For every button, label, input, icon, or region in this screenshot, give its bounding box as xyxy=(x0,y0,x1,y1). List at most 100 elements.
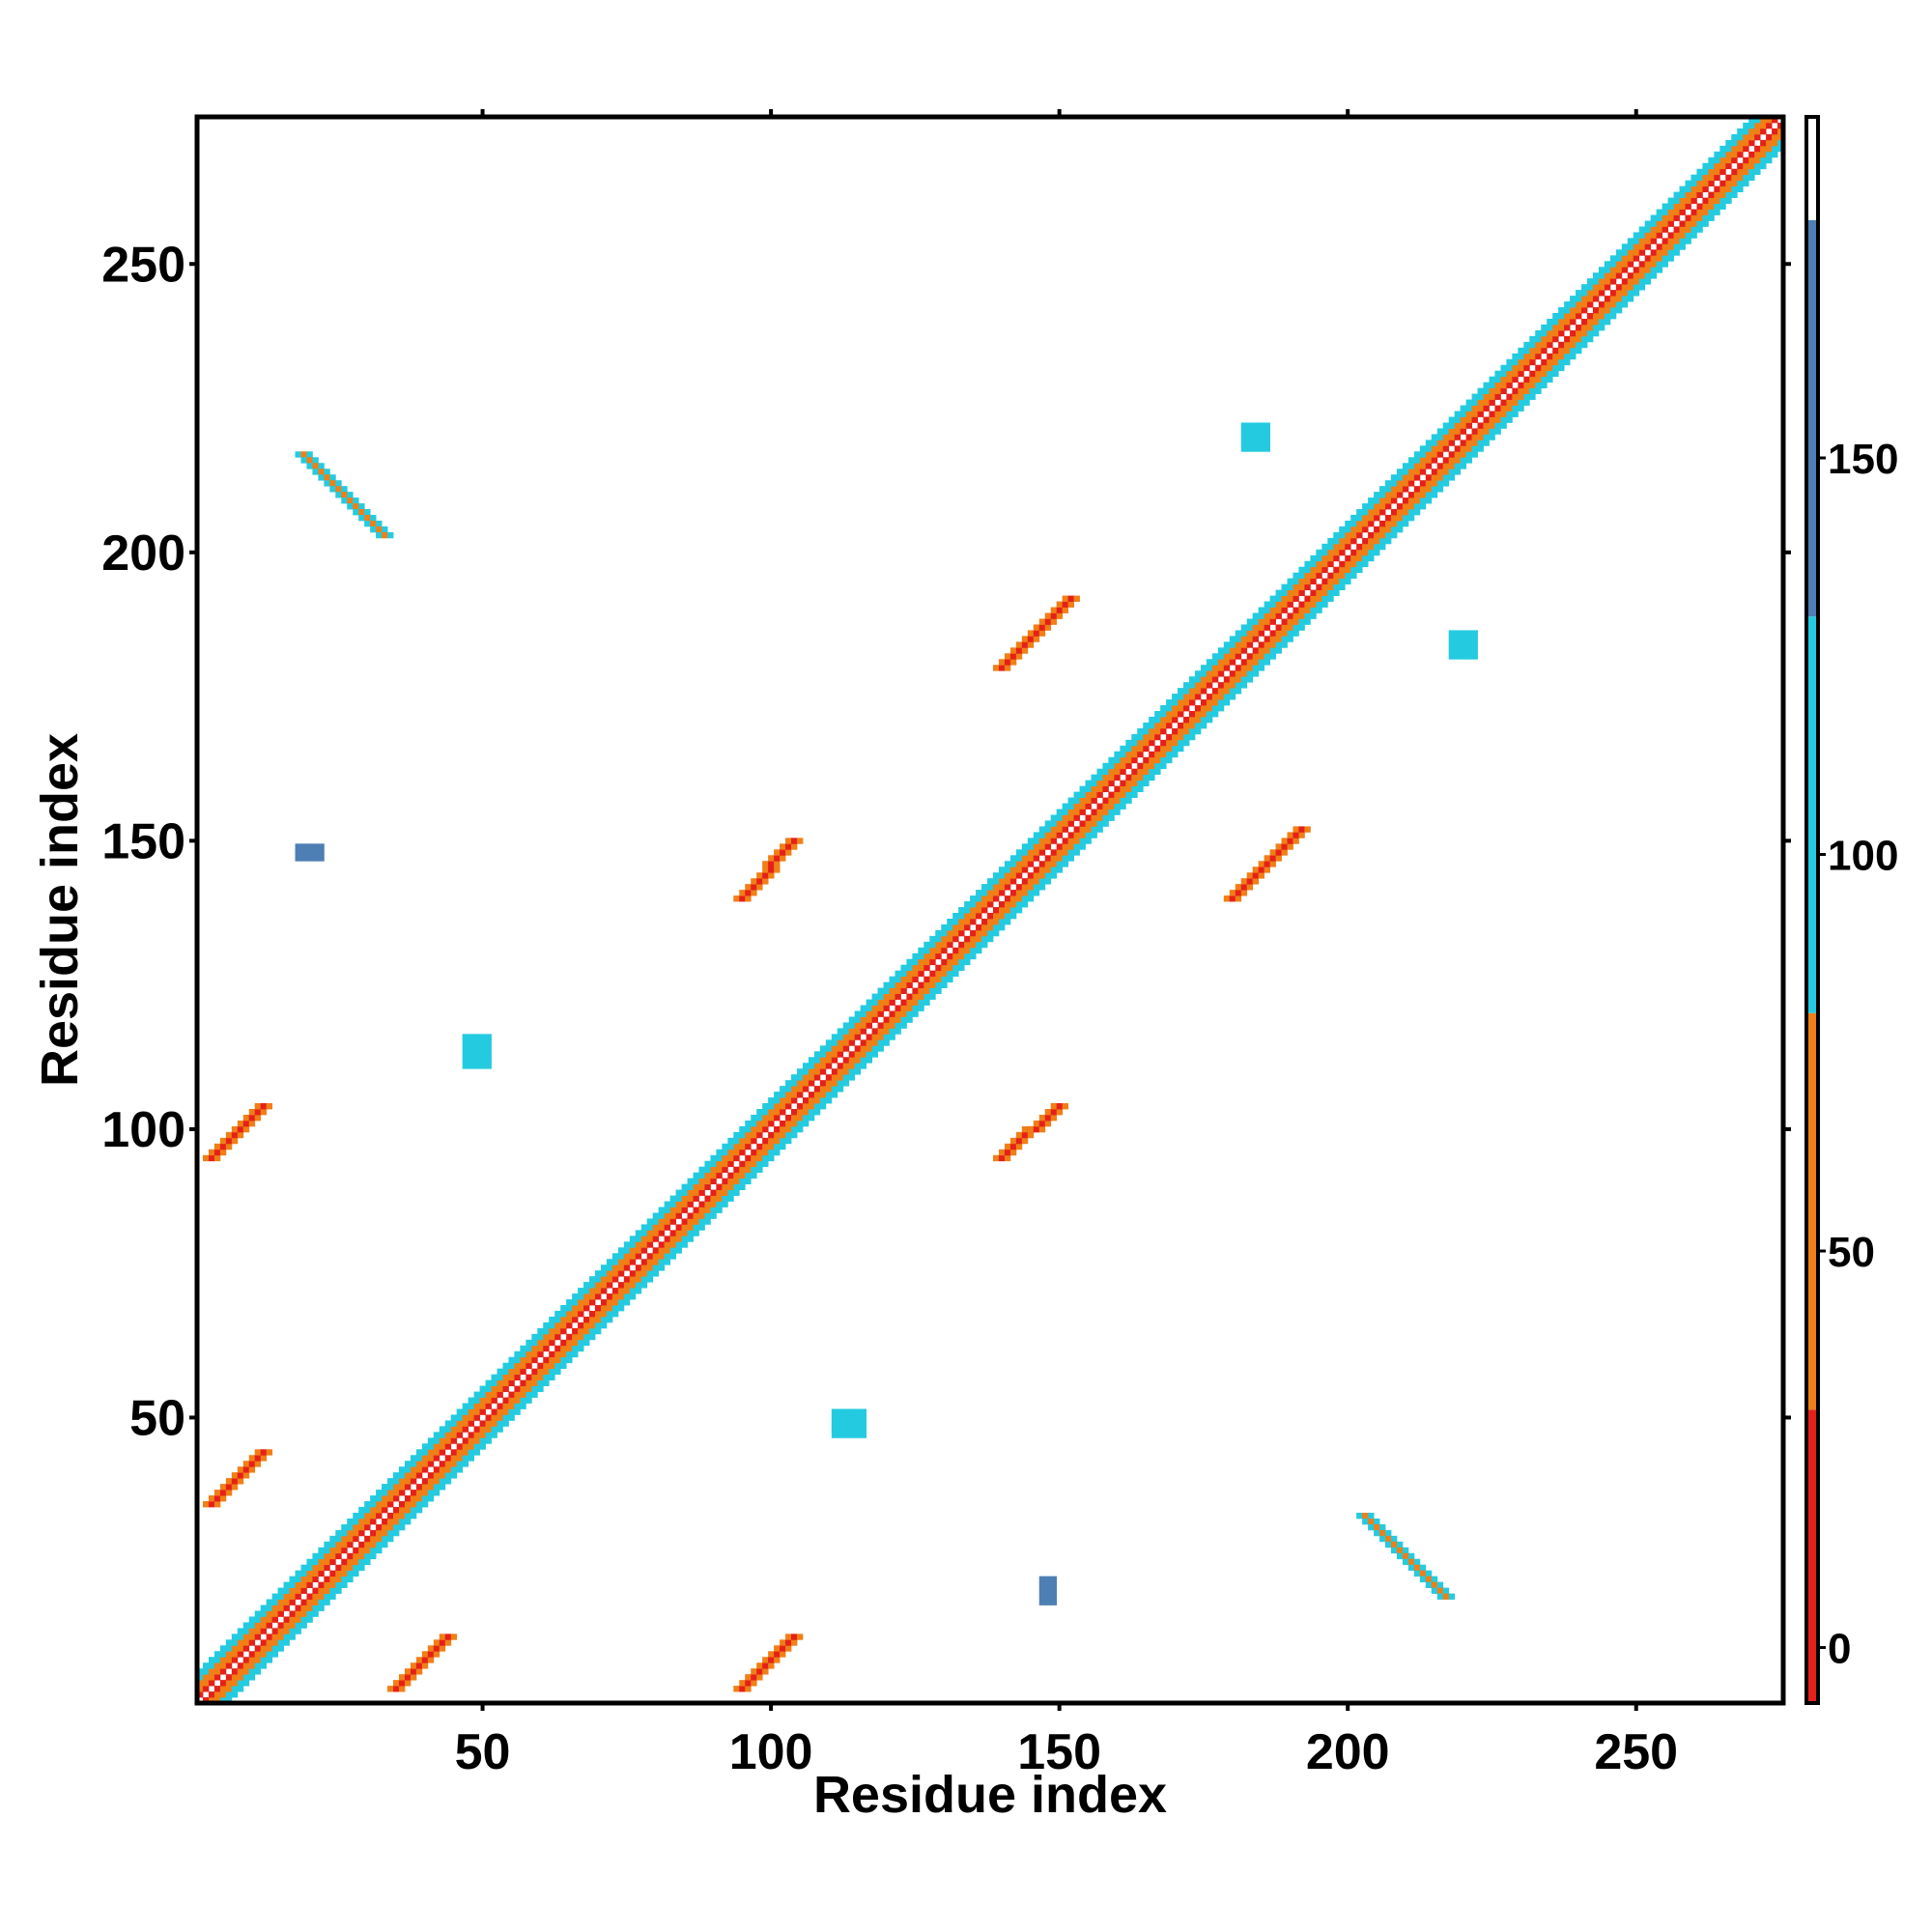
diagonal-cell xyxy=(611,1310,619,1318)
diagonal-cell xyxy=(473,1443,480,1450)
diagonal-cell xyxy=(842,1045,850,1052)
diagonal-cell xyxy=(1235,670,1242,677)
diagonal-cell xyxy=(1108,809,1115,815)
diagonal-cell xyxy=(1667,214,1674,221)
diagonal-cell xyxy=(860,1063,867,1069)
colorbar-band xyxy=(1806,117,1818,220)
contact-cell xyxy=(353,509,359,516)
diagonal-cell xyxy=(1604,284,1611,291)
diagonal-cell xyxy=(543,1374,550,1381)
contact-cell xyxy=(1044,1587,1052,1594)
diagonal-cell xyxy=(1621,278,1629,285)
contact-cell xyxy=(768,861,775,867)
diagonal-cell xyxy=(1638,238,1646,244)
diagonal-cell xyxy=(1385,531,1392,539)
diagonal-cell xyxy=(1229,670,1236,677)
diagonal-cell xyxy=(1638,284,1646,291)
diagonal-cell xyxy=(1108,762,1115,770)
contact-cell xyxy=(1067,601,1074,608)
diagonal-cell xyxy=(722,1166,728,1174)
diagonal-cell xyxy=(462,1414,469,1421)
diagonal-cell xyxy=(1667,238,1674,244)
diagonal-cell xyxy=(300,1587,307,1594)
diagonal-cell xyxy=(1460,428,1466,435)
contact-cell xyxy=(774,855,781,862)
diagonal-cell xyxy=(1407,509,1415,516)
contact-cell xyxy=(1402,1547,1409,1554)
diagonal-cell xyxy=(1685,185,1691,193)
diagonal-cell xyxy=(664,1218,671,1225)
diagonal-cell xyxy=(1091,797,1097,804)
diagonal-cell xyxy=(992,929,1000,937)
diagonal-cell xyxy=(410,1501,417,1508)
diagonal-cell xyxy=(242,1680,250,1687)
diagonal-cell xyxy=(473,1403,480,1409)
diagonal-cell xyxy=(600,1299,608,1306)
diagonal-cell xyxy=(1512,393,1519,400)
diagonal-cell xyxy=(1460,463,1466,469)
diagonal-cell xyxy=(271,1616,278,1623)
diagonal-cell xyxy=(479,1437,486,1444)
diagonal-cell xyxy=(1189,733,1196,741)
diagonal-cell xyxy=(266,1639,273,1646)
diagonal-cell xyxy=(1500,405,1507,412)
diagonal-cell xyxy=(802,1068,810,1075)
diagonal-cell xyxy=(520,1368,526,1376)
diagonal-cell xyxy=(871,1045,878,1052)
contact-cell xyxy=(1246,440,1254,446)
diagonal-cell xyxy=(935,941,942,949)
diagonal-cell xyxy=(669,1207,676,1213)
diagonal-cell xyxy=(1558,358,1565,366)
diagonal-cell xyxy=(681,1218,688,1225)
contact-cell xyxy=(393,1680,400,1687)
diagonal-cell xyxy=(681,1189,688,1196)
contact-cell xyxy=(762,872,769,879)
diagonal-cell xyxy=(1564,335,1571,343)
diagonal-cell xyxy=(341,1558,348,1566)
contact-cell xyxy=(473,1063,480,1069)
diagonal-cell xyxy=(439,1461,446,1467)
diagonal-cell xyxy=(1719,185,1726,193)
diagonal-cell xyxy=(202,1680,210,1687)
diagonal-cell xyxy=(831,1039,838,1046)
contact-cell xyxy=(785,1639,792,1646)
diagonal-cell xyxy=(462,1449,469,1456)
diagonal-cell xyxy=(1529,341,1536,349)
diagonal-cell xyxy=(583,1333,590,1341)
contact-cell xyxy=(335,480,342,487)
diagonal-cell xyxy=(1206,665,1213,671)
diagonal-cell xyxy=(1211,653,1219,660)
diagonal-cell xyxy=(710,1172,717,1179)
diagonal-cell xyxy=(658,1207,666,1213)
diagonal-cell xyxy=(1512,376,1519,384)
contact-cell xyxy=(468,1057,474,1064)
diagonal-cell xyxy=(1321,566,1328,574)
diagonal-cell xyxy=(433,1455,440,1462)
diagonal-cell xyxy=(485,1379,492,1386)
diagonal-cell xyxy=(1489,428,1495,435)
diagonal-cell xyxy=(1258,624,1265,631)
diagonal-cell xyxy=(260,1639,268,1646)
diagonal-cell xyxy=(444,1478,452,1485)
diagonal-cell xyxy=(1725,156,1732,164)
diagonal-cell xyxy=(1702,197,1709,204)
diagonal-cell xyxy=(364,1518,371,1525)
diagonal-cell xyxy=(1310,612,1317,619)
contact-cell xyxy=(364,520,371,527)
diagonal-cell xyxy=(1096,785,1103,792)
diagonal-cell xyxy=(617,1288,625,1294)
diagonal-cell xyxy=(1402,520,1409,527)
diagonal-cell xyxy=(964,912,971,920)
diagonal-cell xyxy=(1356,549,1363,556)
diagonal-cell xyxy=(947,923,953,931)
diagonal-cell xyxy=(566,1345,573,1352)
diagonal-cell xyxy=(866,1022,872,1029)
diagonal-cell xyxy=(906,958,913,966)
contact-cell xyxy=(1240,445,1248,452)
diagonal-cell xyxy=(1477,434,1484,440)
contact-cell xyxy=(751,878,757,885)
contact-cell xyxy=(1235,890,1242,896)
diagonal-cell xyxy=(393,1529,400,1537)
contact-cell xyxy=(1252,445,1260,452)
diagonal-cell xyxy=(952,964,959,972)
